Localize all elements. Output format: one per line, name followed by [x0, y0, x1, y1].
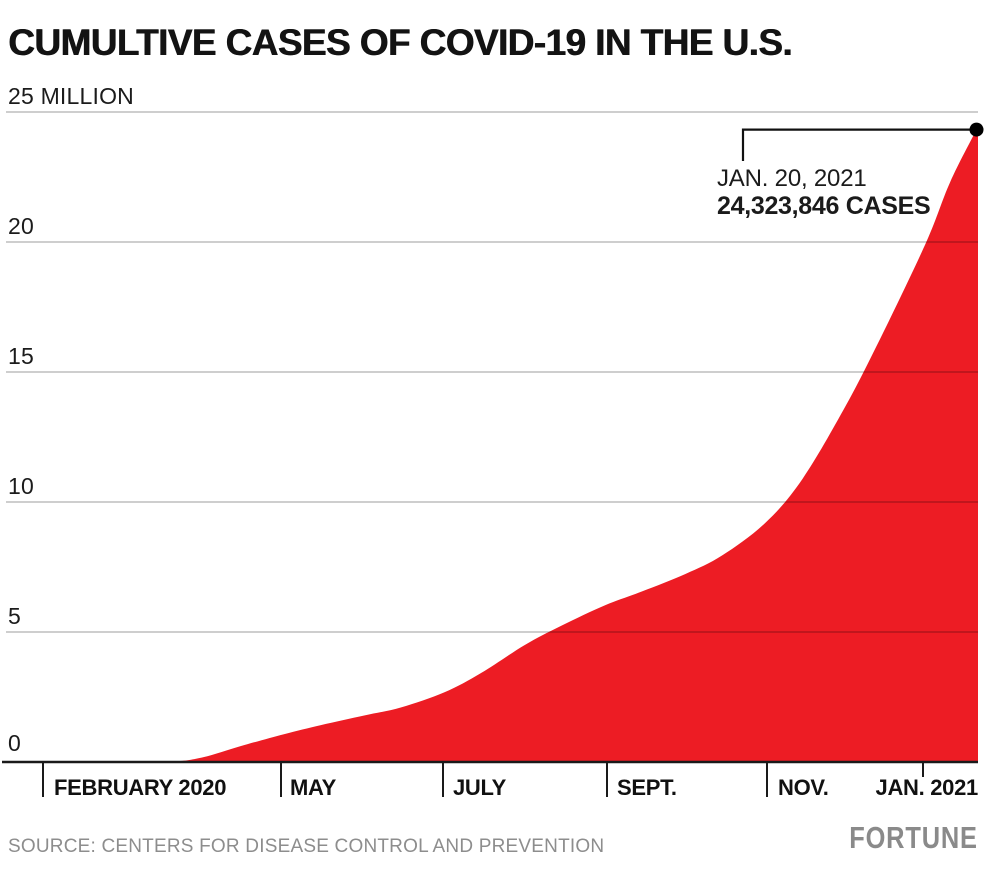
y-axis-label-25-million: 25 MILLION	[8, 83, 134, 109]
x-axis-label-may: MAY	[290, 775, 336, 800]
cumulative-area-series	[43, 129, 978, 764]
fortune-logo: FORTUNE	[849, 820, 978, 855]
annotation-date: JAN. 20, 2021	[717, 165, 867, 192]
y-axis-label-15: 15	[8, 343, 34, 369]
x-axis-label-jan-2021: JAN. 2021	[875, 775, 979, 800]
x-axis-label-sept: SEPT.	[617, 775, 677, 800]
peak-annotation: JAN. 20, 2021 24,323,846 CASES	[717, 165, 931, 220]
y-axis-label-10: 10	[8, 473, 34, 499]
chart-title: CUMULTIVE CASES OF COVID-19 IN THE U.S.	[8, 22, 792, 63]
annotation-endpoint-dot	[969, 122, 984, 137]
annotation-callout-line	[741, 128, 977, 161]
y-axis-label-0: 0	[8, 730, 21, 756]
source-credit: SOURCE: CENTERS FOR DISEASE CONTROL AND …	[8, 836, 605, 857]
y-axis-label-20: 20	[8, 213, 34, 239]
gridlines	[6, 111, 978, 633]
y-axis-label-5: 5	[8, 603, 21, 629]
x-axis-ticks	[42, 763, 924, 797]
x-axis-label-february-2020: FEBRUARY 2020	[54, 775, 227, 800]
x-axis-label-nov: NOV.	[778, 775, 829, 800]
annotation-value: 24,323,846 CASES	[717, 192, 931, 220]
x-axis-label-july: JULY	[453, 775, 507, 800]
